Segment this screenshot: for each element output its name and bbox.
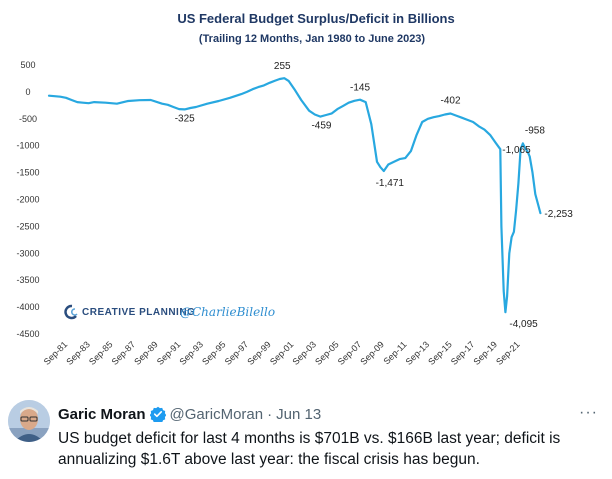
avatar-image bbox=[8, 400, 50, 442]
tweet[interactable]: Garic Moran @GaricMoran · Jun 13 ··· US … bbox=[0, 380, 612, 479]
x-tick-label: Sep-09 bbox=[358, 339, 386, 367]
y-tick-label: -2500 bbox=[16, 221, 39, 231]
y-tick-label: -4500 bbox=[16, 329, 39, 339]
x-tick-label: Sep-97 bbox=[223, 339, 251, 367]
data-label: -325 bbox=[175, 113, 195, 124]
data-labels: 255 -325 -459 -145 -1,471 -402 -1,065 -958 -4,09… bbox=[175, 61, 574, 330]
y-tick-label: -500 bbox=[19, 114, 37, 124]
y-tick-label: -3000 bbox=[16, 248, 39, 258]
watermark-logo-text: CREATIVE PLANNING bbox=[82, 307, 195, 318]
chart-title: US Federal Budget Surplus/Deficit in Bil… bbox=[177, 11, 454, 26]
x-tick-label: Sep-91 bbox=[155, 339, 183, 367]
creative-planning-logo-icon bbox=[64, 304, 78, 320]
separator-dot: · bbox=[267, 405, 273, 423]
y-tick-label: -4000 bbox=[16, 302, 39, 312]
data-label: -402 bbox=[441, 96, 461, 107]
x-tick-label: Sep-11 bbox=[381, 339, 408, 366]
x-tick-label: Sep-85 bbox=[87, 339, 115, 367]
x-tick-label: Sep-95 bbox=[200, 339, 228, 367]
x-tick-label: Sep-07 bbox=[336, 339, 364, 367]
y-tick-label: -3500 bbox=[16, 275, 39, 285]
x-tick-label: Sep-19 bbox=[471, 339, 499, 367]
x-tick-label: Sep-89 bbox=[132, 339, 160, 367]
chart: US Federal Budget Surplus/Deficit in Bil… bbox=[16, 11, 574, 367]
y-tick-label: 500 bbox=[20, 60, 35, 70]
watermark: CREATIVE PLANNING @CharlieBilello bbox=[64, 304, 275, 320]
chart-subtitle: (Trailing 12 Months, Jan 1980 to June 20… bbox=[199, 33, 426, 45]
data-label: -2,253 bbox=[544, 209, 573, 220]
data-label: -1,471 bbox=[376, 178, 405, 189]
series-layer bbox=[47, 77, 542, 314]
x-tick-label: Sep-93 bbox=[177, 339, 205, 367]
y-tick-label: -1500 bbox=[16, 168, 39, 178]
data-label: -459 bbox=[311, 121, 331, 132]
x-tick-label: Sep-13 bbox=[404, 339, 432, 367]
y-axis: 500 0 -500 -1000 -1500 -2000 -2500 -3000 -3500 -4… bbox=[16, 60, 39, 339]
x-tick-label: Sep-81 bbox=[42, 339, 70, 367]
x-axis: Sep-81Sep-83Sep-85Sep-87Sep-89Sep-91Sep-… bbox=[42, 339, 522, 367]
x-tick-label: Sep-83 bbox=[64, 339, 92, 367]
data-label: 255 bbox=[274, 61, 291, 72]
y-tick-label: -1000 bbox=[16, 141, 39, 151]
watermark-handle: @CharlieBilello bbox=[180, 305, 275, 319]
data-label: -4,095 bbox=[509, 319, 538, 330]
y-tick-label: 0 bbox=[25, 87, 30, 97]
x-tick-label: Sep-21 bbox=[494, 339, 522, 367]
more-options-icon[interactable]: ··· bbox=[579, 404, 598, 421]
author-name[interactable]: Garic Moran bbox=[58, 405, 146, 423]
chart-svg: US Federal Budget Surplus/Deficit in Bil… bbox=[16, 11, 574, 367]
avatar[interactable] bbox=[8, 400, 50, 442]
tweet-text: US budget deficit for last 4 months is $… bbox=[58, 430, 561, 468]
x-tick-label: Sep-87 bbox=[110, 339, 138, 367]
series-line bbox=[47, 77, 542, 314]
x-tick-label: Sep-15 bbox=[426, 339, 454, 367]
x-tick-label: Sep-05 bbox=[313, 339, 341, 367]
data-label: -958 bbox=[525, 125, 545, 136]
x-tick-label: Sep-01 bbox=[268, 339, 296, 367]
x-tick-label: Sep-99 bbox=[245, 339, 273, 367]
tweet-date[interactable]: Jun 13 bbox=[276, 405, 322, 423]
data-label: -1,065 bbox=[502, 145, 531, 156]
x-tick-label: Sep-03 bbox=[291, 339, 319, 367]
tweet-header: Garic Moran @GaricMoran · Jun 13 bbox=[58, 404, 321, 424]
data-label: -145 bbox=[350, 83, 370, 94]
y-tick-label: -2000 bbox=[16, 195, 39, 205]
verified-badge-icon bbox=[149, 406, 166, 422]
x-tick-label: Sep-17 bbox=[449, 339, 477, 367]
author-handle[interactable]: @GaricMoran bbox=[169, 405, 264, 423]
